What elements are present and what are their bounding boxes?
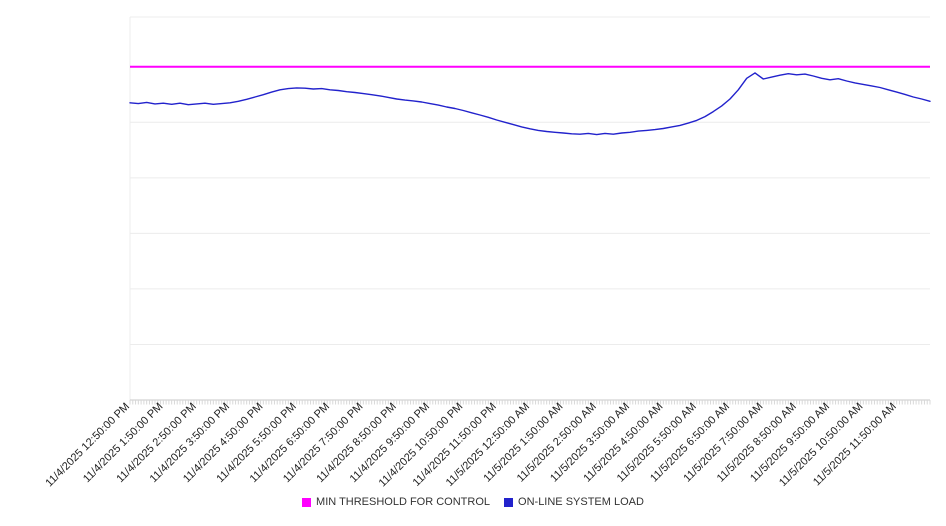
- legend-swatch-icon: [302, 497, 312, 507]
- legend-item-0[interactable]: MIN THRESHOLD FOR CONTROL: [302, 496, 490, 508]
- legend-item-1[interactable]: ON-LINE SYSTEM LOAD: [504, 496, 644, 508]
- legend-item-label: MIN THRESHOLD FOR CONTROL: [316, 496, 491, 508]
- load-line: [129, 72, 931, 136]
- legend-item-label: ON-LINE SYSTEM LOAD: [518, 496, 644, 508]
- chart-legend: MIN THRESHOLD FOR CONTROL ON-LINE SYSTEM …: [0, 496, 946, 508]
- legend-swatch-icon: [504, 497, 514, 507]
